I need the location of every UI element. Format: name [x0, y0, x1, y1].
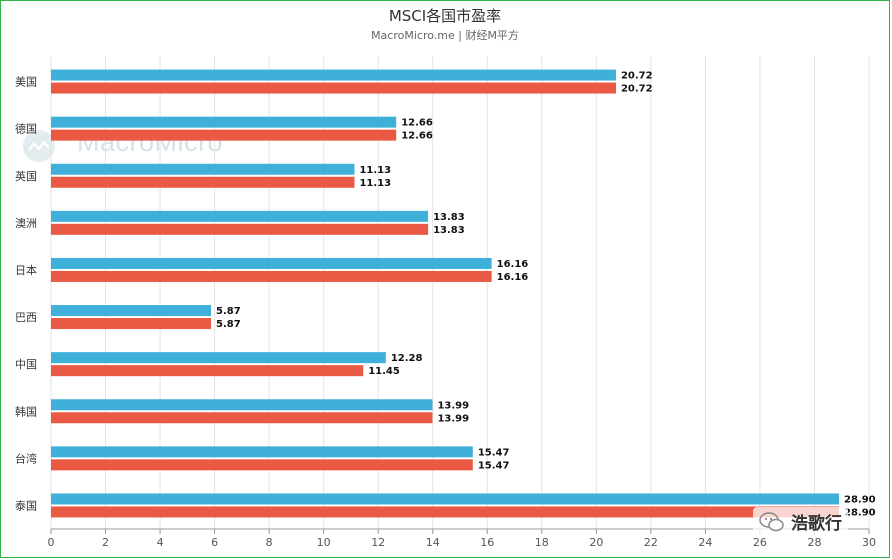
bar: [51, 210, 429, 222]
bar: [51, 82, 616, 94]
x-tick-label: 2: [102, 536, 109, 549]
data-label: 13.83: [433, 225, 465, 236]
bar: [51, 116, 397, 128]
data-label: 28.90: [844, 494, 876, 505]
wechat-badge: 浩歌行: [753, 507, 848, 536]
x-tick-label: 12: [371, 536, 385, 549]
x-tick-label: 4: [157, 536, 164, 549]
bar: [51, 176, 355, 188]
bar: [51, 129, 397, 141]
data-label: 13.99: [437, 413, 469, 424]
category-label: 韩国: [15, 404, 37, 418]
category-label: 中国: [15, 358, 37, 371]
x-tick-label: 16: [480, 536, 494, 549]
data-label: 20.72: [621, 71, 653, 82]
data-label: 13.99: [437, 400, 469, 411]
bar: [51, 412, 433, 424]
data-label: 11.13: [359, 178, 391, 189]
wechat-account-label: 浩歌行: [791, 514, 842, 534]
data-label: 15.47: [478, 460, 510, 471]
data-label: 16.16: [497, 259, 529, 270]
data-label: 12.66: [401, 118, 433, 129]
bar: [51, 352, 386, 364]
x-tick-label: 6: [211, 536, 218, 549]
macromicro-logo-icon: [23, 130, 55, 162]
category-label: 德国: [15, 122, 37, 136]
x-tick-label: 8: [266, 536, 273, 549]
data-label: 12.28: [391, 353, 423, 364]
bar: [51, 446, 473, 458]
data-label: 28.90: [844, 507, 876, 518]
x-tick-label: 22: [644, 536, 658, 549]
category-label: 美国: [15, 76, 37, 89]
data-label: 13.83: [433, 212, 465, 223]
bar: [51, 493, 840, 505]
chart-subtitle: MacroMicro.me | 财经M平方: [371, 29, 519, 42]
x-tick-label: 20: [589, 536, 603, 549]
x-tick-label: 14: [426, 536, 440, 549]
category-label: 澳洲: [15, 217, 37, 230]
data-label: 5.87: [216, 319, 241, 330]
category-label: 泰国: [15, 498, 37, 512]
bar: [51, 506, 840, 518]
bar: [51, 365, 364, 377]
bar: [51, 459, 473, 471]
category-label: 英国: [15, 169, 37, 183]
bar: [51, 305, 212, 317]
data-label: 11.13: [359, 165, 391, 176]
x-tick-label: 24: [698, 536, 712, 549]
x-tick-label: 0: [48, 536, 55, 549]
data-label: 11.45: [368, 366, 400, 377]
chart-title: MSCI各国市盈率: [388, 7, 502, 25]
category-label: 巴西: [15, 311, 37, 324]
data-label: 20.72: [621, 84, 653, 95]
bar: [51, 163, 355, 175]
category-label: 日本: [15, 263, 37, 277]
data-label: 15.47: [478, 447, 510, 458]
data-label: 16.16: [497, 272, 529, 283]
bar: [51, 270, 492, 282]
bar: [51, 318, 212, 330]
category-label: 台湾: [15, 451, 37, 465]
wechat-icon: [759, 511, 784, 531]
x-tick-label: 30: [862, 536, 876, 549]
bar: [51, 399, 433, 411]
data-label: 12.66: [401, 131, 433, 142]
x-tick-label: 10: [317, 536, 331, 549]
x-tick-label: 18: [535, 536, 549, 549]
bar: [51, 69, 616, 81]
data-label: 5.87: [216, 306, 241, 317]
bar: [51, 223, 429, 235]
x-tick-label: 28: [807, 536, 821, 549]
x-tick-label: 26: [753, 536, 767, 549]
bar: [51, 257, 492, 269]
